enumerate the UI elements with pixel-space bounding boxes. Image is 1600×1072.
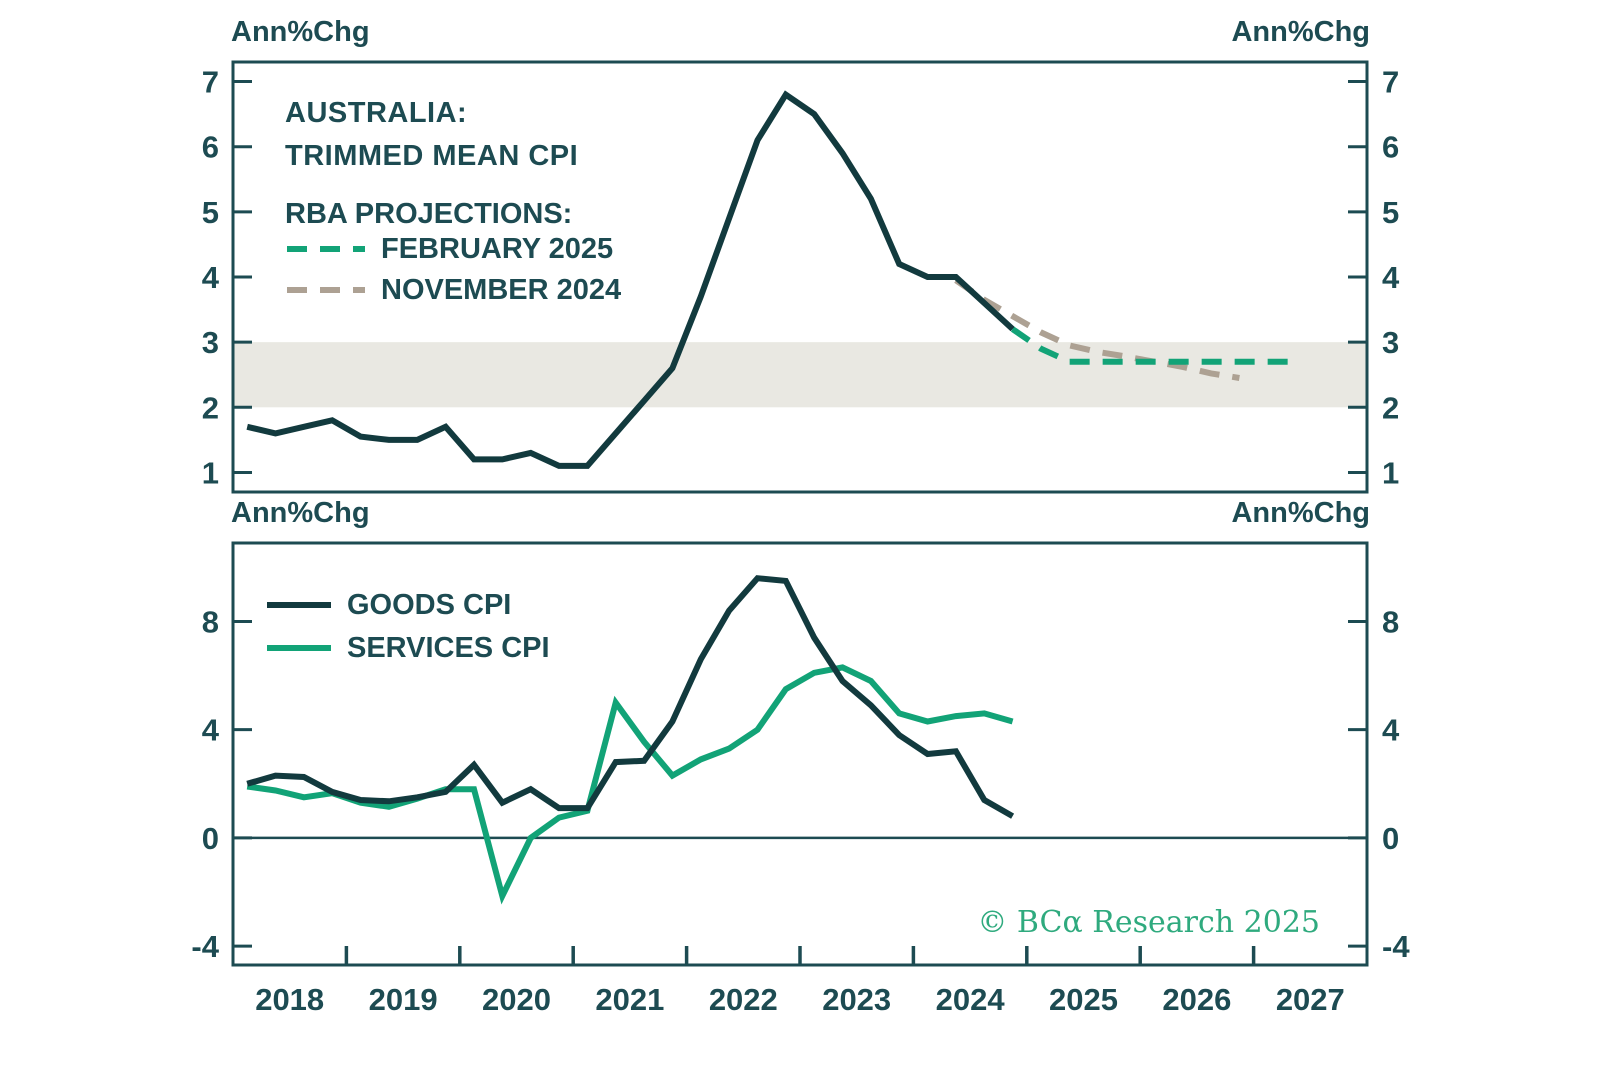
x-tick-label: 2019 — [369, 982, 438, 1017]
x-tick-label: 2022 — [709, 982, 778, 1017]
x-tick-label: 2024 — [936, 982, 1006, 1017]
projections-legend-heading: RBA PROJECTIONS: — [285, 198, 573, 230]
goods-cpi-line-swatch — [267, 602, 331, 608]
november-2024-dash-swatch — [287, 287, 365, 293]
chart-title: AUSTRALIA: TRIMMED MEAN CPI — [285, 92, 578, 178]
y-tick-label-left: 6 — [202, 130, 219, 165]
chart-title-line2: TRIMMED MEAN CPI — [285, 140, 579, 172]
x-tick-label: 2018 — [255, 982, 324, 1017]
legend-item-goods-cpi: GOODS CPI — [267, 588, 512, 621]
legend-label-goods-cpi: GOODS CPI — [347, 588, 512, 621]
trimmed-mean-cpi-line — [246, 90, 1015, 469]
legend-item-february-2025: FEBRUARY 2025 — [287, 232, 614, 265]
top-panel-frame — [231, 60, 1369, 494]
top-panel-unit-label-right: Ann%Chg — [1231, 16, 1370, 48]
services-cpi-line-swatch — [267, 645, 331, 651]
legend-item-services-cpi: SERVICES CPI — [267, 631, 550, 664]
legend-label-services-cpi: SERVICES CPI — [347, 631, 550, 664]
x-tick-label: 2025 — [1049, 982, 1118, 1017]
y-tick-label-right: 1 — [1382, 455, 1399, 490]
y-tick-label-right: 4 — [1382, 260, 1400, 295]
y-tick-label-right: 4 — [1382, 713, 1400, 748]
y-tick-label-right: 6 — [1382, 130, 1399, 165]
y-tick-label-right: 7 — [1382, 65, 1399, 100]
y-tick-label-right: 8 — [1382, 604, 1399, 639]
y-tick-label-left: 5 — [202, 195, 219, 230]
february-2025-dash-swatch — [287, 246, 365, 252]
legend-label-november-2024: NOVEMBER 2024 — [381, 273, 622, 306]
chart-title-line1: AUSTRALIA: — [285, 97, 468, 129]
y-tick-label-left: 0 — [202, 821, 219, 856]
bca-research-copyright: © BCα Research 2025 — [977, 905, 1320, 940]
legend-label-february-2025: FEBRUARY 2025 — [381, 232, 614, 265]
y-tick-label-left: 4 — [202, 713, 220, 748]
top-panel-unit-label-left: Ann%Chg — [231, 16, 370, 48]
bottom-panel-unit-label-left: Ann%Chg — [231, 497, 370, 529]
y-tick-label-left: 7 — [202, 65, 219, 100]
x-tick-label: 2021 — [595, 982, 664, 1017]
bottom-panel-frame — [231, 541, 1369, 967]
x-tick-label: 2026 — [1162, 982, 1231, 1017]
y-tick-label-left: -4 — [191, 929, 219, 964]
y-tick-label-right: 0 — [1382, 821, 1399, 856]
february-2025-projection-line — [1010, 326, 1297, 365]
x-tick-label: 2027 — [1276, 982, 1345, 1017]
y-tick-label-left: 3 — [202, 325, 219, 360]
y-tick-label-left: 1 — [202, 455, 219, 490]
rba-target-band — [233, 342, 1367, 408]
y-tick-label-right: 3 — [1382, 325, 1399, 360]
x-tick-label: 2020 — [482, 982, 551, 1017]
y-tick-label-right: 2 — [1382, 390, 1399, 425]
y-tick-label-right: -4 — [1382, 929, 1410, 964]
bottom-panel-unit-label-right: Ann%Chg — [1231, 497, 1370, 529]
legend-item-november-2024: NOVEMBER 2024 — [287, 273, 622, 306]
y-tick-label-left: 2 — [202, 390, 219, 425]
x-tick-label: 2023 — [822, 982, 891, 1017]
services-cpi-line — [246, 664, 1014, 905]
goods-cpi-line — [246, 575, 1015, 819]
y-tick-label-left: 8 — [202, 604, 219, 639]
y-tick-label-left: 4 — [202, 260, 220, 295]
y-tick-label-right: 5 — [1382, 195, 1399, 230]
